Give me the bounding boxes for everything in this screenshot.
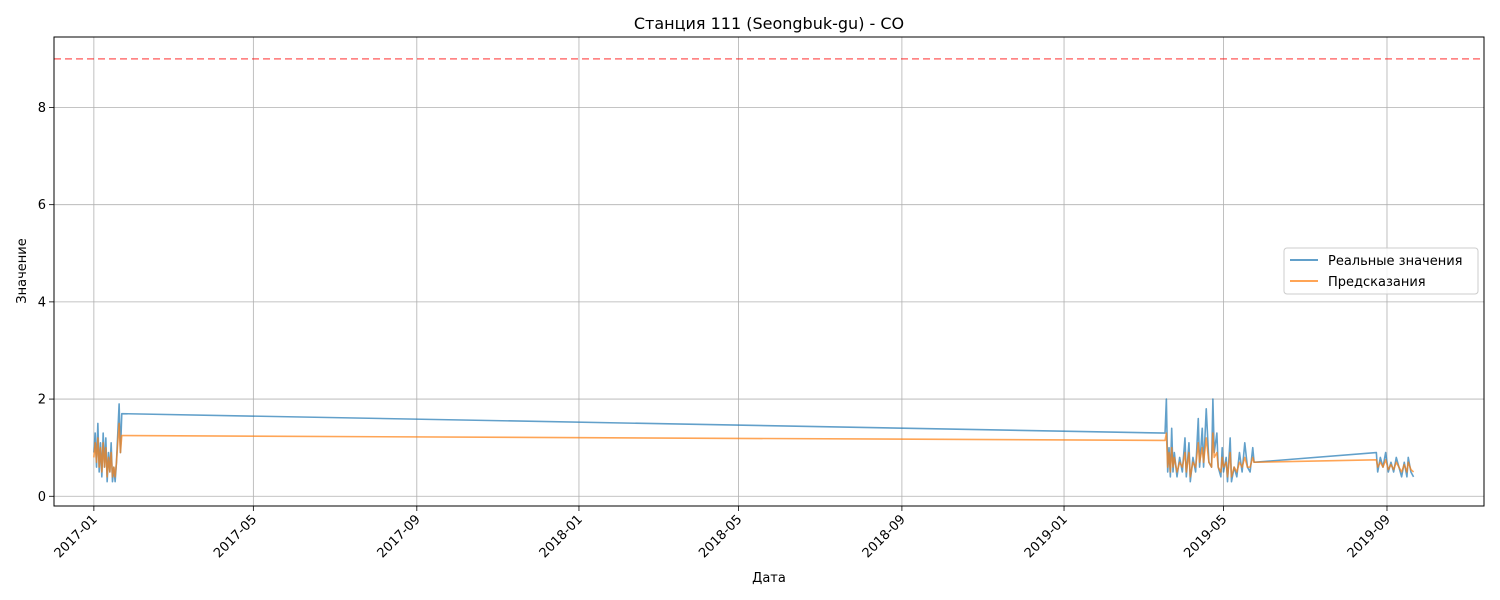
y-tick-label: 2 xyxy=(38,393,46,408)
series-layer xyxy=(93,398,1415,483)
y-axis-title: Значение xyxy=(15,238,30,303)
legend-label-real: Реальные значения xyxy=(1328,254,1463,269)
legend-label-predicted: Предсказания xyxy=(1328,275,1426,290)
y-tick-label: 6 xyxy=(38,198,46,213)
legend-box xyxy=(1283,247,1479,295)
chart-title: Станция 111 (Seongbuk-gu) - CO xyxy=(634,14,904,33)
x-axis-title: Дата xyxy=(752,571,786,586)
y-tick-label: 0 xyxy=(38,490,46,505)
grid xyxy=(54,37,1484,506)
series-line-1 xyxy=(93,422,1415,478)
plot-frame xyxy=(53,36,1485,507)
y-tick-label: 8 xyxy=(38,101,46,116)
y-axis: 0 2 4 6 8 xyxy=(38,101,54,505)
legend: Реальные значения Предсказания xyxy=(1283,247,1479,295)
y-tick-label: 4 xyxy=(38,295,46,310)
